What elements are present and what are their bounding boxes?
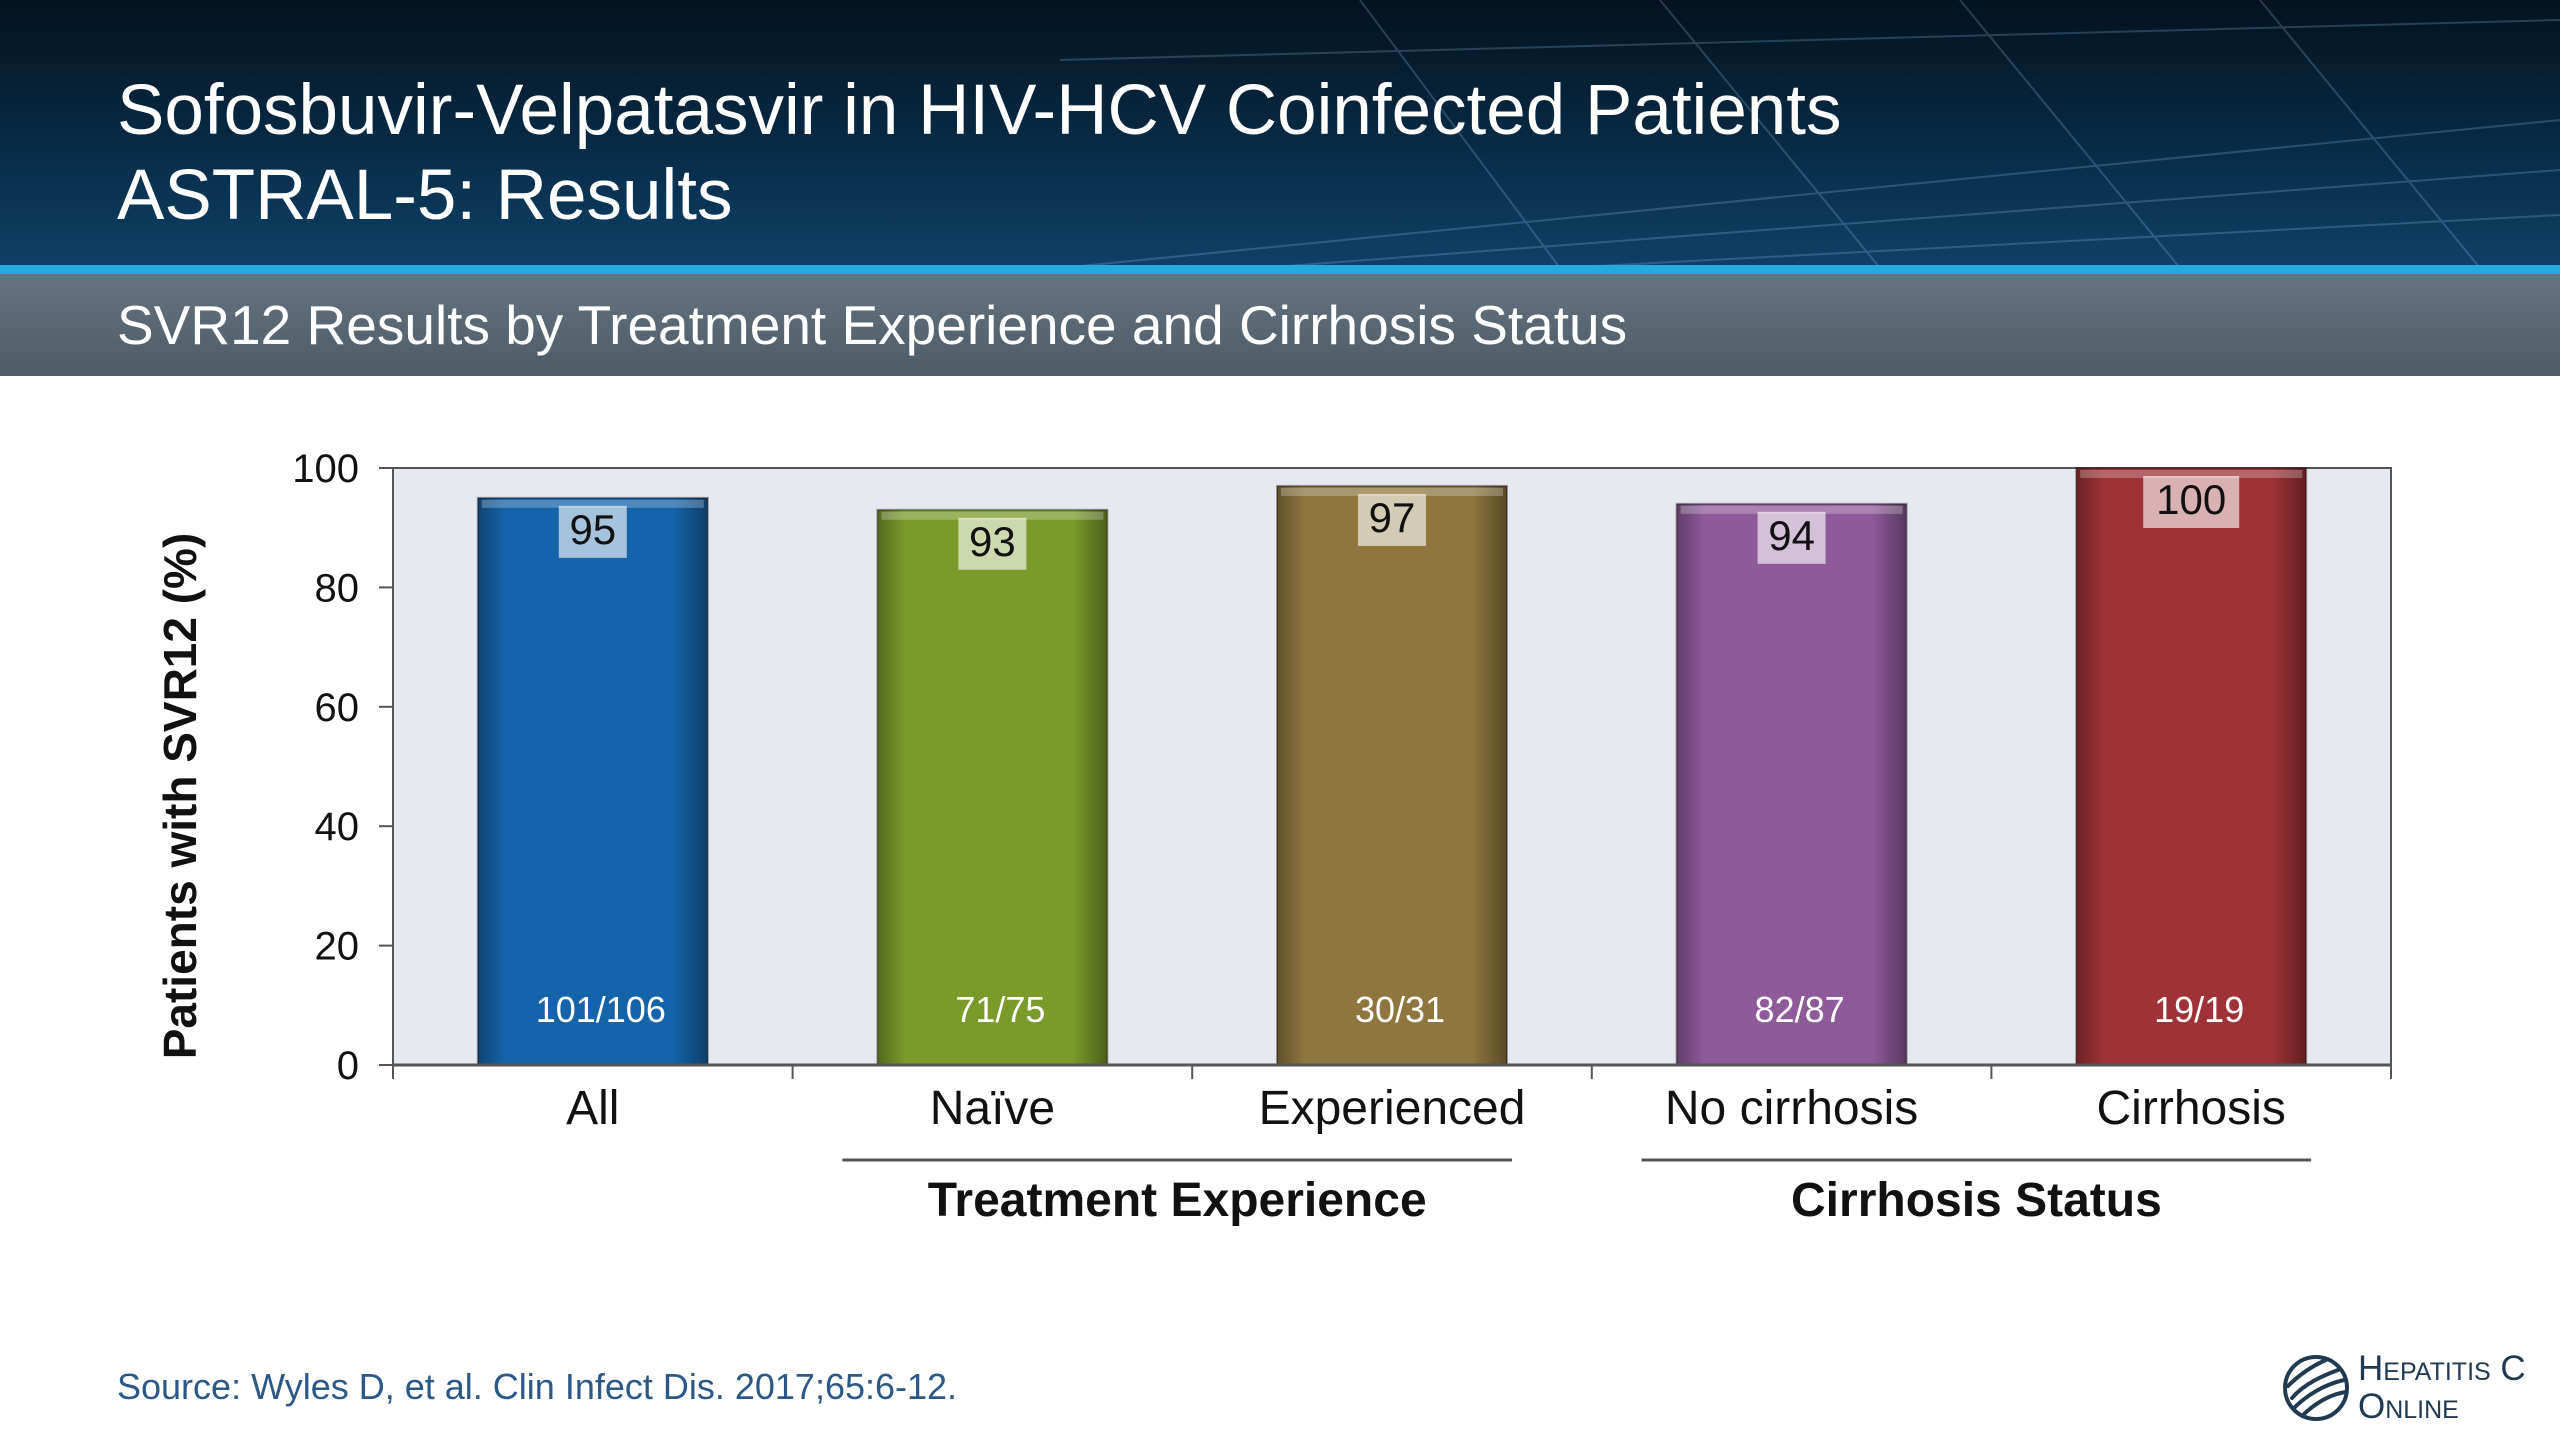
- bar-group-2: 97 30/31 Experienced: [1259, 484, 1526, 1135]
- category-label: All: [566, 1082, 619, 1135]
- bar-shading: [477, 497, 708, 1066]
- slide-subtitle: SVR12 Results by Treatment Experience an…: [117, 294, 1628, 356]
- header-grid-decoration: [1060, 0, 2560, 268]
- value-label: 93: [969, 518, 1016, 565]
- bar-group-0: 95 101/106 All: [476, 496, 709, 1135]
- y-tick-label: 100: [292, 447, 359, 491]
- title-line-2: ASTRAL-5: Results: [117, 156, 733, 235]
- y-tick-label: 0: [337, 1044, 359, 1088]
- fraction-label: 82/87: [1755, 989, 1845, 1030]
- category-label: Cirrhosis: [2097, 1082, 2286, 1135]
- title-banner: Sofosbuvir-Velpatasvir in HIV-HCV Coinfe…: [0, 0, 2560, 268]
- bar-group-4: 100 19/19 Cirrhosis: [2075, 467, 2308, 1135]
- value-label-box: [558, 505, 627, 558]
- value-label: 95: [569, 506, 616, 553]
- value-label: 94: [1768, 512, 1815, 559]
- value-label: 97: [1369, 494, 1416, 541]
- value-label: 100: [2156, 476, 2226, 523]
- page-title: Sofosbuvir-Velpatasvir in HIV-HCV Coinfe…: [117, 68, 1842, 238]
- value-label-box: [1757, 511, 1826, 564]
- bar-top-highlight: [1680, 505, 1903, 514]
- value-label-box: [958, 517, 1027, 570]
- y-tick-label: 20: [315, 925, 360, 969]
- value-label-box: [1358, 493, 1426, 546]
- bar-group-3: 94 82/87 No cirrhosis: [1665, 502, 1918, 1135]
- bar-top-highlight: [2080, 470, 2303, 478]
- category-label: Naïve: [930, 1082, 1055, 1135]
- y-tick-label: 80: [315, 566, 360, 610]
- fraction-label: 19/19: [2154, 989, 2244, 1030]
- bar-top-highlight: [1281, 487, 1503, 496]
- bar-shading: [2076, 468, 2307, 1065]
- logo-line-1: Hepatitis C: [2358, 1349, 2526, 1388]
- subtitle-band: SVR12 Results by Treatment Experience an…: [0, 274, 2560, 376]
- group-label: Cirrhosis Status: [1791, 1174, 2162, 1227]
- fraction-label: 101/106: [536, 989, 666, 1030]
- svr12-bar-chart: Patients with SVR12 (%) 0 20 40 60 80 100 95 1…: [154, 447, 2392, 1227]
- y-tick-label: 40: [315, 805, 360, 849]
- y-tick-label: 60: [315, 686, 360, 730]
- group-label: Treatment Experience: [928, 1174, 1427, 1227]
- bar-shading: [1277, 485, 1507, 1065]
- title-line-1: Sofosbuvir-Velpatasvir in HIV-HCV Coinfe…: [117, 71, 1842, 150]
- fraction-label: 30/31: [1355, 989, 1445, 1030]
- bar-group-1: 93 71/75 Naïve: [876, 508, 1109, 1135]
- bar-shading: [877, 509, 1108, 1065]
- bar-shading: [1676, 503, 1907, 1065]
- bar-top-highlight: [481, 499, 704, 508]
- accent-divider: [0, 265, 2560, 274]
- fraction-label: 71/75: [955, 989, 1045, 1030]
- value-label-box: [2143, 476, 2240, 528]
- y-axis-label: Patients with SVR12 (%): [154, 533, 206, 1060]
- bar-top-highlight: [881, 511, 1104, 520]
- logo-wordmark: Hepatitis C Online: [2358, 1350, 2526, 1426]
- category-label: No cirrhosis: [1665, 1082, 1918, 1135]
- category-label: Experienced: [1259, 1082, 1526, 1135]
- logo-globe-icon: [2283, 1355, 2349, 1421]
- source-citation: Source: Wyles D, et al. Clin Infect Dis.…: [117, 1366, 958, 1407]
- logo-line-2: Online: [2358, 1387, 2459, 1426]
